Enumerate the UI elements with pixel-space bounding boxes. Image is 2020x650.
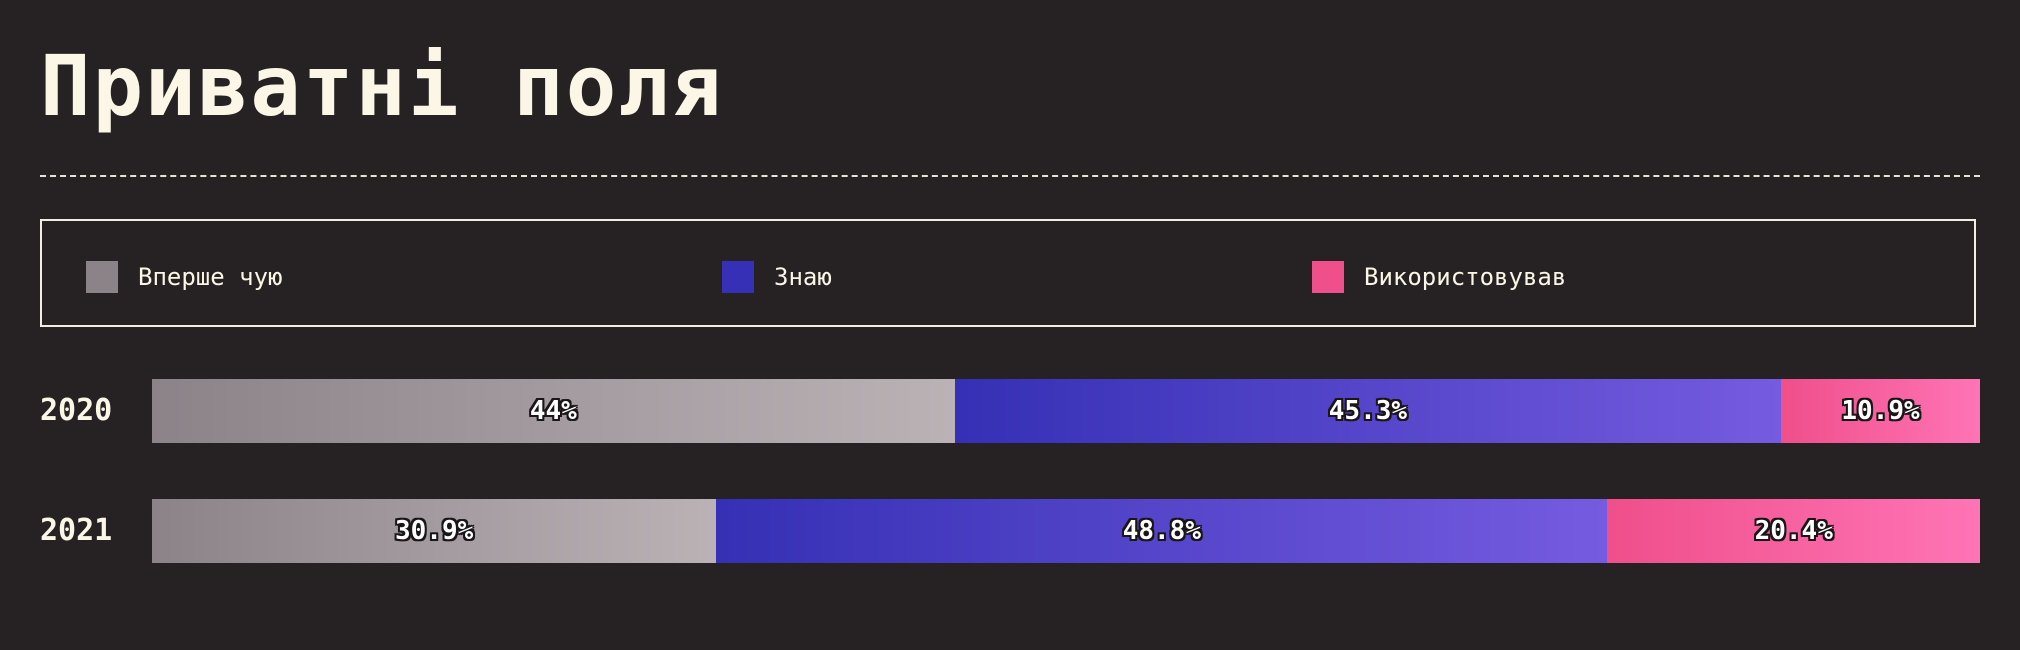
category-label-2020: 2020 bbox=[40, 393, 113, 428]
dashed-divider bbox=[40, 175, 1980, 177]
data-label-2021-know: 48.8% bbox=[1122, 516, 1201, 546]
legend-label-used: Використовував bbox=[1364, 263, 1567, 291]
bar-segment-2021-know: 48.8% bbox=[716, 499, 1608, 563]
bar-row-2020: 2020 44% 45.3% 10.9% bbox=[40, 379, 1980, 443]
bar-row-2021: 2021 30.9% 48.8% 20.4% bbox=[40, 499, 1980, 563]
data-label-2020-know: 45.3% bbox=[1328, 396, 1408, 426]
legend-swatch-used bbox=[1312, 261, 1344, 293]
stacked-bar-2021: 30.9% 48.8% 20.4% bbox=[152, 499, 1980, 563]
data-label-2021-first-heard: 30.9% bbox=[395, 516, 474, 546]
legend-swatch-first-heard bbox=[86, 261, 118, 293]
bar-segment-2021-first-heard: 30.9% bbox=[152, 499, 717, 563]
legend-label-know: Знаю bbox=[774, 263, 832, 291]
data-label-2021-used: 20.4% bbox=[1754, 516, 1833, 546]
legend-swatch-know bbox=[722, 261, 754, 293]
legend-item-first-heard: Вперше чую bbox=[86, 261, 283, 293]
data-label-2020-first-heard: 44% bbox=[529, 396, 577, 426]
legend-label-first-heard: Вперше чую bbox=[138, 263, 283, 291]
bar-segment-2020-first-heard: 44% bbox=[152, 379, 955, 443]
bar-segment-2020-know: 45.3% bbox=[954, 379, 1782, 443]
data-label-2020-used: 10.9% bbox=[1841, 396, 1920, 426]
category-label-2021: 2021 bbox=[40, 513, 113, 548]
bar-segment-2020-used: 10.9% bbox=[1781, 379, 1980, 443]
bar-segment-2021-used: 20.4% bbox=[1607, 499, 1980, 563]
stacked-bar-2020: 44% 45.3% 10.9% bbox=[152, 379, 1980, 443]
legend-item-used: Використовував bbox=[1312, 261, 1566, 293]
legend-item-know: Знаю bbox=[722, 261, 832, 293]
chart-legend: Вперше чую Знаю Використовував bbox=[40, 219, 1976, 327]
page-title: Приватні поля bbox=[40, 37, 724, 135]
